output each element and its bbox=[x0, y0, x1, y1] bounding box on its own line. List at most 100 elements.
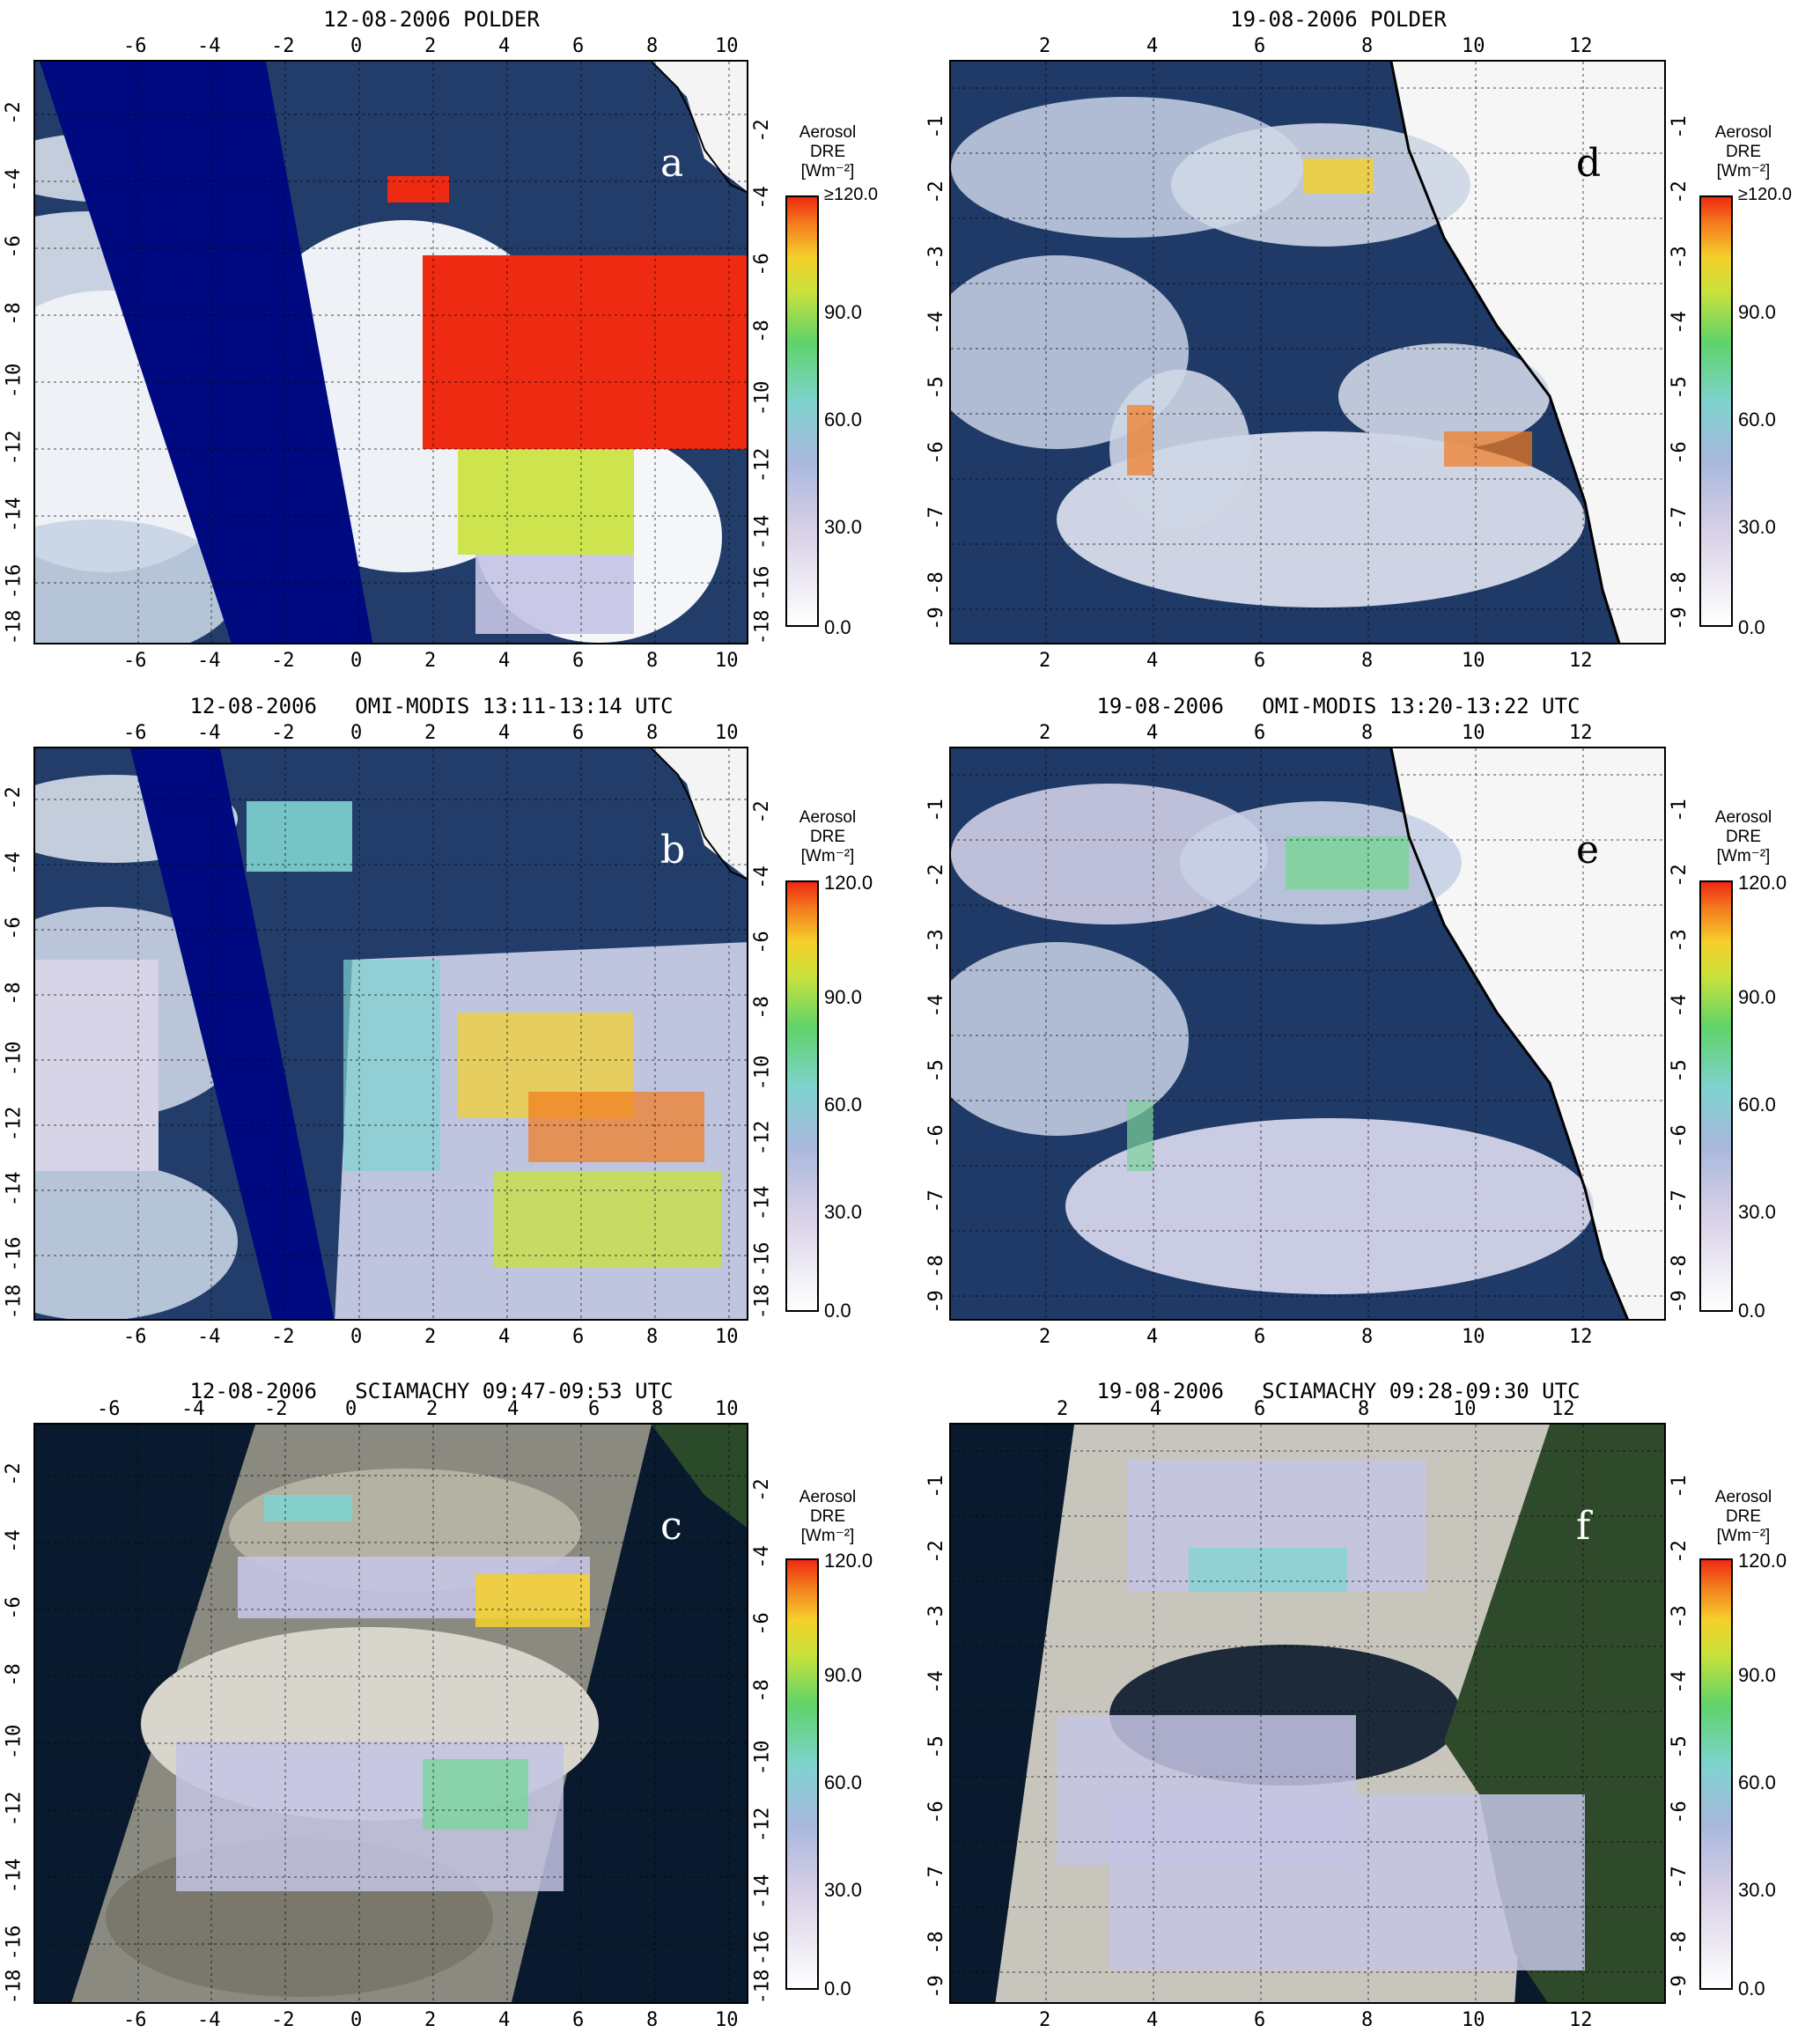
y-tick: -9 bbox=[1668, 1290, 1691, 1314]
y-tick: -12 bbox=[3, 1106, 26, 1142]
y-tick: -10 bbox=[751, 380, 774, 416]
x-tick: 4 bbox=[498, 35, 511, 57]
colorbar-label-line: DRE bbox=[1725, 143, 1762, 161]
x-tick: 2 bbox=[424, 1326, 437, 1348]
x-tick: 4 bbox=[507, 1398, 519, 1420]
x-tick: 6 bbox=[1254, 2009, 1266, 2031]
x-tick: -4 bbox=[197, 650, 221, 672]
x-tick: 8 bbox=[646, 650, 659, 672]
x-tick: 6 bbox=[572, 650, 585, 672]
panel-title: 12-08-2006 OMI-MODIS 13:11-13:14 UTC bbox=[189, 694, 674, 718]
x-tick: 0 bbox=[350, 35, 363, 57]
colorbar-value: 90.0 bbox=[1738, 301, 1776, 323]
x-tick: 10 bbox=[1462, 2009, 1485, 2031]
map-area: b bbox=[33, 747, 748, 1321]
y-tick: -7 bbox=[925, 1189, 947, 1213]
y-tick: -7 bbox=[1668, 506, 1691, 530]
x-tick: 10 bbox=[1462, 1326, 1485, 1348]
y-tick: -16 bbox=[3, 563, 26, 600]
y-tick: -4 bbox=[750, 865, 773, 889]
colorbar-value: 30.0 bbox=[824, 1201, 862, 1223]
y-tick: -1 bbox=[925, 1475, 947, 1499]
y-tick: -8 bbox=[2, 302, 25, 326]
x-tick: 2 bbox=[424, 650, 437, 672]
colorbar-label: Aerosol DRE [Wm⁻²] bbox=[1704, 808, 1783, 866]
x-tick: -2 bbox=[271, 35, 295, 57]
y-tick: -14 bbox=[751, 1874, 774, 1910]
x-tick: 8 bbox=[1361, 650, 1374, 672]
colorbar-label-line: Aerosol bbox=[799, 1488, 857, 1506]
y-tick: -6 bbox=[750, 253, 773, 276]
colorbar-value: 30.0 bbox=[1738, 1201, 1776, 1223]
y-tick: -2 bbox=[1668, 1540, 1691, 1564]
y-tick: -8 bbox=[925, 571, 947, 595]
y-tick: -4 bbox=[925, 994, 947, 1018]
x-tick: 6 bbox=[572, 2009, 585, 2031]
colorbar-value: 30.0 bbox=[824, 516, 862, 538]
x-tick: 6 bbox=[572, 35, 585, 57]
map-area: d bbox=[949, 60, 1666, 644]
y-tick: -10 bbox=[3, 363, 26, 399]
y-tick: -9 bbox=[925, 1975, 947, 1999]
y-tick: -2 bbox=[1668, 180, 1691, 204]
colorbar-label: Aerosol DRE [Wm⁻²] bbox=[788, 123, 867, 181]
y-tick: -9 bbox=[1668, 1975, 1691, 1999]
y-tick: -2 bbox=[750, 800, 773, 824]
y-tick: -14 bbox=[3, 1171, 26, 1207]
x-tick: -6 bbox=[123, 1326, 147, 1348]
x-tick: -2 bbox=[271, 650, 295, 672]
x-tick: 2 bbox=[1039, 650, 1051, 672]
colorbar-value: 60.0 bbox=[824, 409, 862, 431]
panel-title: 12-08-2006 SCIAMACHY 09:47-09:53 UTC bbox=[189, 1379, 674, 1403]
x-tick: 10 bbox=[715, 1398, 739, 1420]
y-tick: -7 bbox=[925, 1866, 947, 1889]
colorbar-value: 120.0 bbox=[1738, 872, 1787, 894]
colorbar-value: 0.0 bbox=[824, 1977, 851, 1999]
y-tick: -8 bbox=[750, 1679, 773, 1703]
y-tick: -2 bbox=[925, 180, 947, 204]
colorbar-label-line: DRE bbox=[1725, 1507, 1762, 1526]
colorbar-gradient bbox=[785, 195, 819, 627]
x-tick: 0 bbox=[350, 1326, 363, 1348]
panel-letter: a bbox=[660, 141, 684, 186]
x-tick: 2 bbox=[1039, 722, 1051, 744]
x-tick: 12 bbox=[1569, 722, 1593, 744]
x-tick: -4 bbox=[197, 722, 221, 744]
panel-letter: c bbox=[660, 1504, 682, 1549]
map-area: e bbox=[949, 747, 1666, 1321]
x-tick: 4 bbox=[498, 650, 511, 672]
x-tick: -2 bbox=[271, 722, 295, 744]
y-tick: -18 bbox=[3, 609, 26, 645]
x-tick: 6 bbox=[572, 722, 585, 744]
colorbar-gradient bbox=[1699, 1558, 1733, 1990]
x-tick: -6 bbox=[123, 650, 147, 672]
x-tick: 2 bbox=[1039, 2009, 1051, 2031]
y-tick: -3 bbox=[925, 1605, 947, 1629]
colorbar-value: 90.0 bbox=[824, 1664, 862, 1686]
y-tick: -16 bbox=[3, 1925, 26, 1961]
colorbar-value: 0.0 bbox=[824, 1300, 851, 1322]
x-tick: 12 bbox=[1569, 1326, 1593, 1348]
x-tick: 10 bbox=[715, 722, 739, 744]
colorbar-value: 90.0 bbox=[824, 986, 862, 1008]
x-tick: -2 bbox=[271, 1326, 295, 1348]
x-tick: -6 bbox=[123, 722, 147, 744]
y-tick: -7 bbox=[1668, 1189, 1691, 1213]
y-tick: -8 bbox=[925, 1931, 947, 1955]
y-tick: -8 bbox=[2, 982, 25, 1005]
y-tick: -14 bbox=[3, 1858, 26, 1894]
x-tick: -4 bbox=[197, 35, 221, 57]
colorbar-value: 90.0 bbox=[1738, 1664, 1776, 1686]
y-tick: -3 bbox=[925, 929, 947, 953]
map-image bbox=[951, 62, 1664, 643]
x-tick: 6 bbox=[1254, 1326, 1266, 1348]
colorbar-gradient bbox=[785, 1558, 819, 1990]
x-tick: 6 bbox=[1254, 722, 1266, 744]
y-tick: -6 bbox=[1668, 1124, 1691, 1148]
colorbar-label: Aerosol DRE [Wm⁻²] bbox=[1704, 123, 1783, 181]
x-tick: 4 bbox=[498, 1326, 511, 1348]
x-tick: 10 bbox=[1453, 1398, 1477, 1420]
colorbar-value: ≥120.0 bbox=[1738, 185, 1793, 204]
colorbar-label-line: Aerosol bbox=[1714, 1488, 1772, 1506]
x-tick: 4 bbox=[498, 2009, 511, 2031]
